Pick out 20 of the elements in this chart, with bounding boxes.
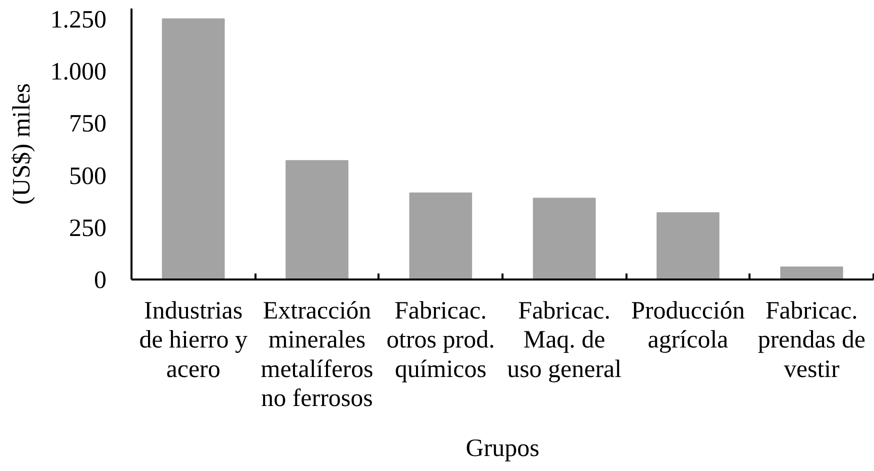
bar	[162, 18, 225, 280]
x-axis-title: Grupos	[466, 434, 540, 462]
bar	[656, 212, 720, 280]
y-tick-label: 250	[69, 214, 106, 242]
x-tick-label: Fabricac. Maq. de uso general	[507, 298, 622, 383]
bar	[286, 160, 348, 280]
x-tick-label: Extracción minerales metalíferos no ferrosos	[260, 298, 374, 412]
y-tick-label: 0	[94, 267, 106, 294]
x-tick-label: Industrias de hierro y acero	[139, 298, 248, 383]
y-tick-label: 500	[69, 162, 106, 190]
x-tick-label: Fabricac. prendas de vestir	[758, 298, 866, 383]
y-tick-label: 750	[69, 110, 106, 138]
y-tick-label: 1.250	[50, 6, 106, 34]
x-tick-label: Producción agrícola	[631, 298, 746, 354]
bar	[409, 192, 472, 280]
bar	[780, 266, 844, 280]
y-tick-label: 1.000	[50, 58, 106, 86]
y-axis-title: (US$) miles	[8, 83, 36, 205]
x-tick-label: Fabricac. otros prod. químicos	[386, 298, 495, 383]
bar	[532, 198, 596, 280]
